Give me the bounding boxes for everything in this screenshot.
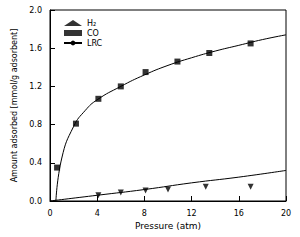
svg-text:1.6: 1.6 xyxy=(29,44,42,53)
svg-text:0.8: 0.8 xyxy=(29,120,42,129)
svg-text:0: 0 xyxy=(47,209,52,218)
svg-text:LRC: LRC xyxy=(87,39,103,48)
svg-text:8: 8 xyxy=(142,209,147,218)
svg-text:H₂: H₂ xyxy=(87,19,96,28)
svg-text:1.2: 1.2 xyxy=(29,82,42,91)
svg-text:12: 12 xyxy=(187,209,197,218)
svg-text:0.4: 0.4 xyxy=(29,158,42,167)
svg-text:2.0: 2.0 xyxy=(29,6,42,15)
svg-text:4: 4 xyxy=(95,209,100,218)
svg-text:16: 16 xyxy=(234,209,244,218)
svg-text:0.0: 0.0 xyxy=(29,197,42,206)
svg-text:20: 20 xyxy=(281,209,291,218)
svg-text:Amount adsorbed [mmol/g adsorb: Amount adsorbed [mmol/g adsorbent] xyxy=(10,29,19,183)
svg-text:Pressure (atm): Pressure (atm) xyxy=(135,221,201,231)
svg-text:CO: CO xyxy=(87,29,99,38)
